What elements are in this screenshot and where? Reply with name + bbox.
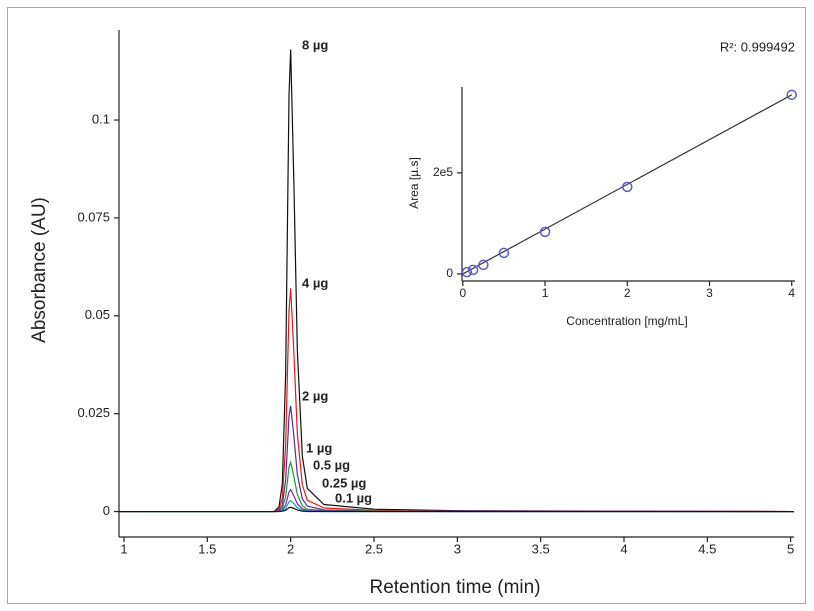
- x-tick-label: 1.5: [198, 541, 216, 556]
- y-tick-label: 0.1: [92, 111, 110, 126]
- frame: [7, 7, 806, 604]
- y-axis-label: Absorbance (AU): [29, 197, 50, 343]
- x-tick-label: 5: [787, 541, 794, 556]
- x-tick-label: 3: [706, 286, 713, 300]
- x-tick-label: 3: [454, 541, 461, 556]
- point: [539, 226, 551, 238]
- peak-line: [119, 499, 794, 513]
- y-tick-label: 0: [103, 503, 110, 518]
- y-tick-label: 0.025: [77, 405, 110, 420]
- peak-line: [119, 288, 795, 513]
- peak-line: [119, 49, 795, 513]
- x-tick-label: 1: [120, 541, 127, 556]
- peak-line: [119, 488, 794, 513]
- peak-line: [119, 506, 794, 513]
- x-tick-label: 4.5: [698, 541, 716, 556]
- y-tick-label: 2e5: [433, 165, 453, 179]
- series-label: 0.1 µg: [335, 490, 372, 505]
- series-label: 1 µg: [306, 440, 332, 455]
- x-tick-label: 4: [788, 286, 795, 300]
- point: [498, 247, 510, 259]
- y-tick-label: 0.075: [77, 209, 110, 224]
- x-tick-label: 2: [287, 541, 294, 556]
- point: [622, 181, 633, 193]
- x-tick-label: 0: [459, 286, 466, 300]
- series-label: 2 µg: [302, 388, 328, 403]
- x-tick-label: 4: [620, 541, 627, 556]
- r-squared: R²: 0.999492: [720, 39, 795, 54]
- peak-line: [119, 405, 795, 513]
- peak-line: [119, 459, 794, 513]
- x-tick-label: 2.5: [365, 541, 383, 556]
- y-tick-label: 0.05: [85, 307, 110, 322]
- x-tick-label: 1: [542, 286, 549, 300]
- series-label: 8 µg: [302, 37, 328, 52]
- series-label: 0.25 µg: [322, 475, 366, 490]
- inset-x-axis-label: Concentration [mg/mL]: [566, 314, 687, 328]
- point: [467, 264, 479, 276]
- series-label: 4 µg: [302, 275, 328, 290]
- x-tick-label: 2: [624, 286, 631, 300]
- x-tick-label: 3.5: [532, 541, 550, 556]
- y-tick-label: 0: [446, 266, 453, 280]
- point: [478, 259, 489, 271]
- point: [786, 89, 797, 101]
- fit-line: [462, 94, 792, 275]
- x-axis-label: Retention time (min): [369, 577, 540, 598]
- inset-y-axis-label: Area [µ.s]: [407, 157, 421, 209]
- point: [461, 266, 473, 278]
- series-label: 0.5 µg: [313, 457, 350, 472]
